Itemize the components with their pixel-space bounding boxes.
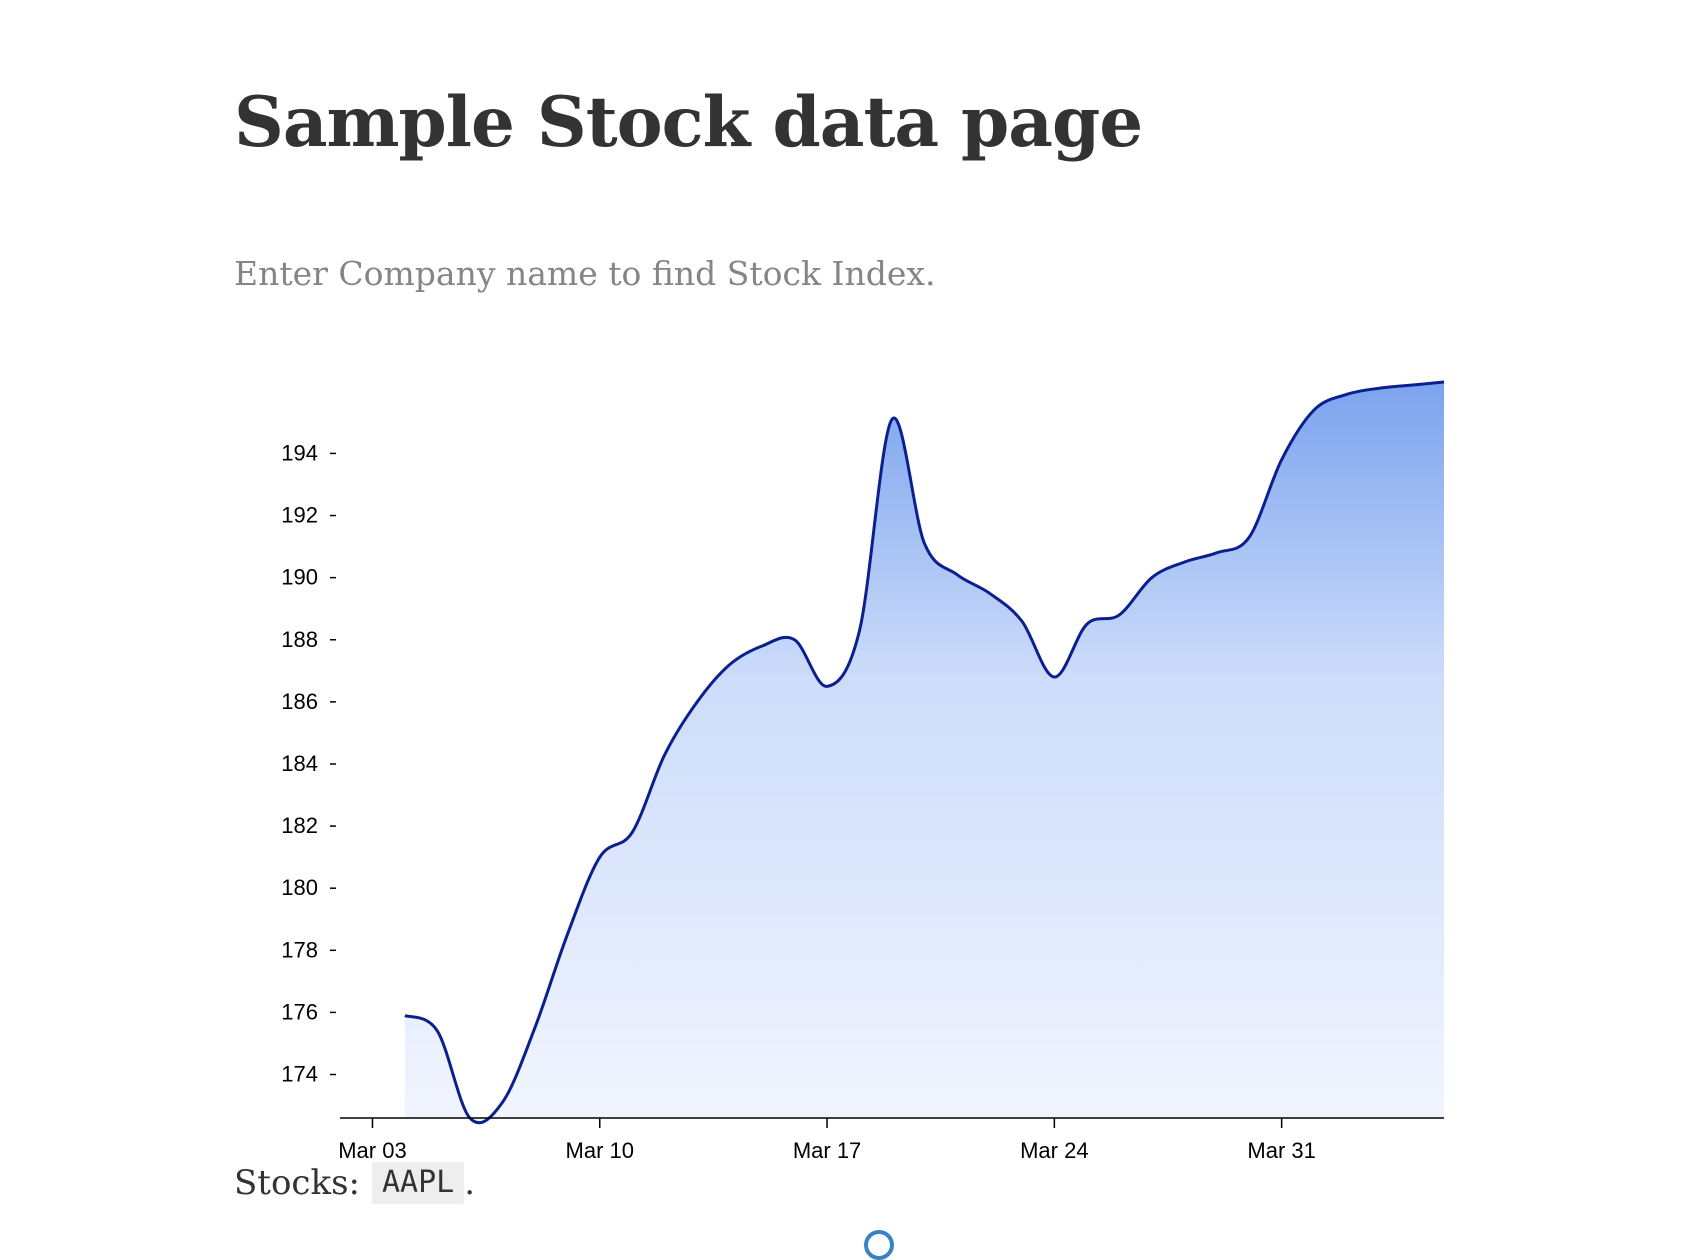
page-subtitle: Enter Company name to find Stock Index.	[234, 254, 936, 293]
x-tick-label: Mar 03	[338, 1138, 406, 1163]
x-tick-label: Mar 10	[566, 1138, 634, 1163]
x-tick-label: Mar 31	[1247, 1138, 1315, 1163]
x-axis: Mar 03 Mar 10 Mar 17 Mar 24 Mar 31	[338, 1117, 1444, 1163]
y-axis: 174 176 178 180 182 184 186 188 190 192 194	[281, 440, 336, 1087]
y-tick-label: 184	[281, 751, 318, 776]
loading-spinner-icon	[864, 1230, 894, 1260]
stocks-symbol: AAPL	[371, 1162, 465, 1204]
y-tick-label: 174	[281, 1062, 318, 1087]
page-title: Sample Stock data page	[234, 82, 1143, 163]
y-tick-label: 188	[281, 627, 318, 652]
y-tick-label: 186	[281, 689, 318, 714]
y-tick-label: 194	[281, 440, 318, 465]
y-tick-label: 192	[281, 503, 318, 528]
x-tick-label: Mar 17	[793, 1138, 861, 1163]
stock-chart: 174 176 178 180 182 184 186 188 190 192 194 Mar 03 M…	[281, 380, 1445, 1163]
price-area	[404, 382, 1445, 1123]
y-tick-label: 182	[281, 813, 318, 838]
y-tick-label: 190	[281, 565, 318, 590]
y-tick-label: 180	[281, 875, 318, 900]
stocks-line: Stocks: AAPL .	[234, 1162, 475, 1204]
price-line	[404, 380, 1445, 1125]
stocks-suffix: .	[464, 1163, 476, 1203]
y-tick-label: 178	[281, 937, 318, 962]
y-tick-label: 176	[281, 999, 318, 1024]
page: Sample Stock data page Enter Company nam…	[234, 82, 1445, 1260]
x-tick-label: Mar 24	[1020, 1138, 1088, 1163]
stocks-label: Stocks:	[234, 1163, 360, 1203]
